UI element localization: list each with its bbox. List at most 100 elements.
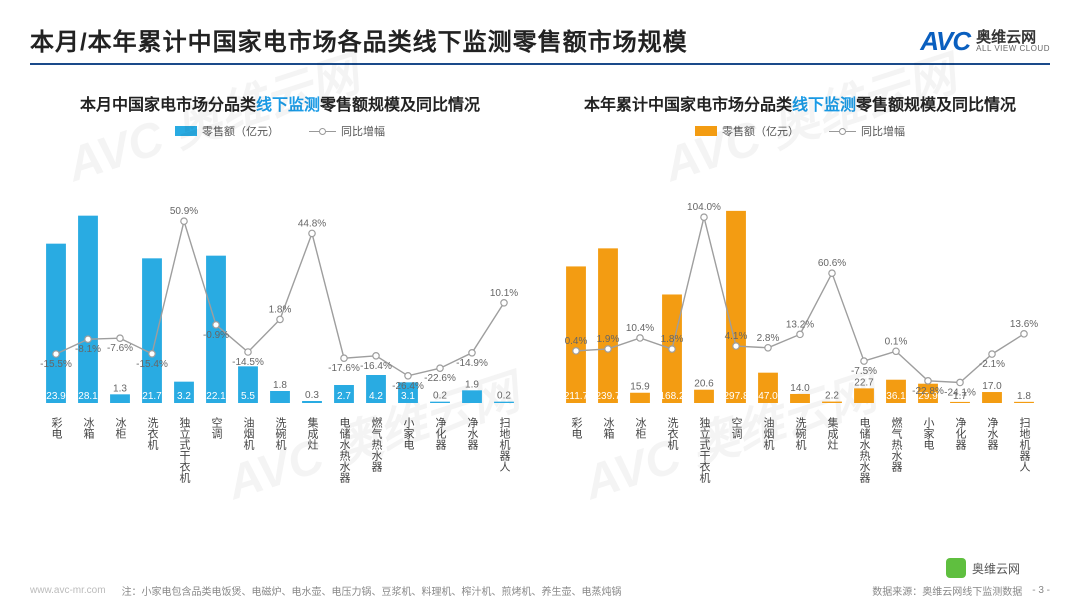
svg-text:冰箱: 冰箱 bbox=[82, 417, 95, 440]
svg-text:洗碗机: 洗碗机 bbox=[274, 417, 287, 450]
svg-text:15.9: 15.9 bbox=[630, 382, 650, 393]
footer-site: www.avc-mr.com bbox=[30, 585, 106, 596]
svg-text:洗衣机: 洗衣机 bbox=[666, 417, 679, 450]
swatch-line-icon bbox=[309, 128, 336, 135]
svg-text:3.1: 3.1 bbox=[401, 391, 415, 402]
svg-text:空调: 空调 bbox=[730, 416, 743, 440]
svg-text:-15.4%: -15.4% bbox=[136, 359, 168, 370]
svg-text:17.0: 17.0 bbox=[982, 381, 1002, 392]
svg-text:0.2: 0.2 bbox=[497, 391, 511, 402]
svg-text:冰柜: 冰柜 bbox=[634, 417, 647, 440]
legend-year: 零售额（亿元） 同比增幅 bbox=[550, 123, 1050, 139]
legend-bar: 零售额（亿元） bbox=[695, 123, 799, 139]
logo-mark: AVC bbox=[920, 26, 970, 57]
svg-text:洗衣机: 洗衣机 bbox=[146, 417, 159, 450]
logo-cn: 奥维云网 bbox=[976, 30, 1050, 45]
svg-text:1.3: 1.3 bbox=[113, 384, 127, 395]
footer-source: 数据来源：奥维云网线下监测数据 bbox=[872, 583, 1022, 598]
charts-row: 本月中国家电市场分品类线下监测零售额规模及同比情况 零售额（亿元） 同比增幅 2… bbox=[30, 95, 1050, 493]
svg-text:空调: 空调 bbox=[210, 416, 223, 440]
svg-text:36.1: 36.1 bbox=[886, 391, 906, 402]
chart-title-highlight: 线下监测 bbox=[256, 97, 320, 114]
svg-text:0.2: 0.2 bbox=[433, 391, 447, 402]
svg-text:0.4%: 0.4% bbox=[565, 336, 588, 347]
legend-line-label: 同比增幅 bbox=[861, 123, 905, 139]
svg-text:1.8%: 1.8% bbox=[661, 334, 684, 345]
svg-text:独立式干衣机: 独立式干衣机 bbox=[178, 417, 191, 483]
svg-text:2.2: 2.2 bbox=[825, 391, 839, 402]
svg-text:22.1: 22.1 bbox=[206, 391, 226, 402]
plot-year: 211.7239.715.9168.220.6297.847.014.02.22… bbox=[550, 143, 1050, 493]
wechat-label: 奥维云网 bbox=[972, 560, 1020, 577]
svg-text:净化器: 净化器 bbox=[954, 416, 967, 451]
chart-title-pre: 本年累计中国家电市场分品类 bbox=[584, 97, 792, 114]
legend-line: 同比增幅 bbox=[309, 123, 385, 139]
svg-text:电储水热水器: 电储水热水器 bbox=[338, 417, 351, 484]
svg-text:10.4%: 10.4% bbox=[626, 323, 654, 334]
svg-text:-16.4%: -16.4% bbox=[360, 361, 392, 372]
svg-text:211.7: 211.7 bbox=[564, 391, 589, 402]
svg-text:电储水热水器: 电储水热水器 bbox=[858, 417, 871, 484]
svg-text:28.1: 28.1 bbox=[78, 391, 98, 402]
wechat-icon bbox=[946, 558, 966, 578]
svg-text:297.8: 297.8 bbox=[723, 391, 748, 402]
svg-text:小家电: 小家电 bbox=[402, 417, 415, 450]
chart-title-post: 零售额规模及同比情况 bbox=[320, 97, 480, 114]
chart-title-pre: 本月中国家电市场分品类 bbox=[80, 97, 256, 114]
plot-svg: 23.928.11.321.73.222.15.51.80.32.74.23.1… bbox=[30, 143, 530, 493]
svg-text:彩电: 彩电 bbox=[50, 417, 63, 439]
svg-text:净水器: 净水器 bbox=[986, 416, 999, 451]
swatch-bar-icon bbox=[175, 126, 197, 136]
svg-text:油烟机: 油烟机 bbox=[242, 416, 255, 450]
svg-text:1.8: 1.8 bbox=[273, 380, 287, 391]
svg-text:扫地机器人: 扫地机器人 bbox=[498, 417, 511, 472]
legend-bar: 零售额（亿元） bbox=[175, 123, 279, 139]
svg-text:0.1%: 0.1% bbox=[885, 337, 908, 348]
svg-text:油烟机: 油烟机 bbox=[762, 416, 775, 450]
svg-text:4.1%: 4.1% bbox=[725, 331, 748, 342]
svg-text:-14.9%: -14.9% bbox=[456, 358, 488, 369]
swatch-line-icon bbox=[829, 128, 856, 135]
svg-text:44.8%: 44.8% bbox=[298, 219, 326, 230]
svg-text:22.7: 22.7 bbox=[854, 378, 874, 389]
svg-text:-7.5%: -7.5% bbox=[851, 366, 877, 377]
svg-text:13.6%: 13.6% bbox=[1010, 319, 1038, 330]
svg-text:独立式干衣机: 独立式干衣机 bbox=[698, 417, 711, 483]
svg-text:-8.1%: -8.1% bbox=[75, 345, 101, 356]
logo-en: ALL VIEW CLOUD bbox=[976, 45, 1050, 53]
svg-text:14.0: 14.0 bbox=[790, 383, 810, 394]
svg-text:冰柜: 冰柜 bbox=[114, 417, 127, 440]
svg-text:-2.1%: -2.1% bbox=[979, 359, 1005, 370]
svg-text:50.9%: 50.9% bbox=[170, 207, 198, 218]
svg-text:燃气热水器: 燃气热水器 bbox=[890, 416, 903, 473]
svg-text:1.9: 1.9 bbox=[465, 380, 479, 391]
svg-text:2.7: 2.7 bbox=[337, 391, 351, 402]
svg-text:1.8%: 1.8% bbox=[269, 305, 292, 316]
svg-text:集成灶: 集成灶 bbox=[826, 416, 839, 451]
swatch-bar-icon bbox=[695, 126, 717, 136]
legend-month: 零售额（亿元） 同比增幅 bbox=[30, 123, 530, 139]
svg-text:彩电: 彩电 bbox=[570, 417, 583, 439]
legend-line: 同比增幅 bbox=[829, 123, 905, 139]
footer-page: - 3 - bbox=[1032, 585, 1050, 596]
legend-bar-label: 零售额（亿元） bbox=[722, 123, 799, 139]
svg-text:-24.1%: -24.1% bbox=[944, 388, 976, 399]
footer: www.avc-mr.com 注：小家电包含品类电饭煲、电磁炉、电水壶、电压力锅… bbox=[30, 583, 1050, 598]
svg-text:-15.5%: -15.5% bbox=[40, 359, 72, 370]
svg-text:60.6%: 60.6% bbox=[818, 259, 846, 270]
footer-note: 注：小家电包含品类电饭煲、电磁炉、电水壶、电压力锅、豆浆机、料理机、榨汁机、煎烤… bbox=[122, 583, 873, 598]
svg-text:-14.5%: -14.5% bbox=[232, 357, 264, 368]
svg-text:13.2%: 13.2% bbox=[786, 320, 814, 331]
svg-text:-7.6%: -7.6% bbox=[107, 344, 133, 355]
svg-text:净水器: 净水器 bbox=[466, 416, 479, 451]
svg-text:冰箱: 冰箱 bbox=[602, 417, 615, 440]
svg-text:净化器: 净化器 bbox=[434, 416, 447, 451]
svg-text:2.8%: 2.8% bbox=[757, 333, 780, 344]
svg-text:10.1%: 10.1% bbox=[490, 288, 518, 299]
plot-svg: 211.7239.715.9168.220.6297.847.014.02.22… bbox=[550, 143, 1050, 493]
svg-text:20.6: 20.6 bbox=[694, 379, 714, 390]
logo: AVC 奥维云网 ALL VIEW CLOUD bbox=[920, 26, 1050, 57]
svg-text:47.0: 47.0 bbox=[758, 391, 778, 402]
chart-month-title: 本月中国家电市场分品类线下监测零售额规模及同比情况 bbox=[30, 95, 530, 117]
svg-text:1.8: 1.8 bbox=[1017, 391, 1031, 402]
